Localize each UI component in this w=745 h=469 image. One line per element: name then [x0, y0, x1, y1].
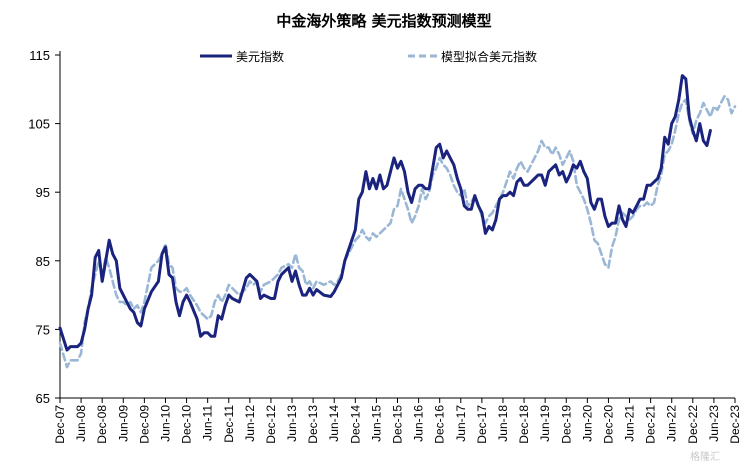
x-tick-label: Jun-22 [665, 405, 679, 442]
x-tick-label: Dec-12 [264, 405, 278, 444]
x-tick-label: Dec-13 [306, 405, 320, 444]
x-tick-label: Jun-17 [454, 405, 468, 442]
watermark: 格隆汇 [690, 450, 720, 463]
x-tick-label: Jun-19 [538, 405, 552, 442]
x-tick-label: Jun-16 [412, 405, 426, 442]
x-tick-label: Dec-19 [559, 405, 573, 444]
x-tick-label: Dec-07 [53, 405, 67, 444]
x-tick-label: Jun-09 [116, 405, 130, 442]
y-axis: 65 75 85 95 105 115 [28, 48, 61, 406]
x-tick-label: Jun-08 [74, 405, 88, 442]
x-tick-label: Jun-21 [623, 405, 637, 442]
x-tick-label: Dec-23 [728, 405, 742, 444]
y-tick-label: 85 [36, 254, 50, 269]
x-tick-label: Dec-11 [222, 405, 236, 443]
x-tick-label: Dec-09 [137, 405, 151, 444]
x-tick-label: Jun-10 [158, 405, 172, 442]
x-tick-label: Dec-18 [517, 405, 531, 444]
y-tick-label: 65 [36, 391, 50, 406]
x-tick-label: Jun-20 [580, 405, 594, 442]
legend-label-model: 模型拟合美元指数 [441, 49, 537, 64]
x-tick-label: Jun-13 [285, 405, 299, 442]
x-tick-label: Dec-08 [95, 405, 109, 444]
x-tick-label: Dec-16 [433, 405, 447, 444]
x-tick-label: Dec-21 [644, 405, 658, 444]
x-tick-label: Jun-12 [243, 405, 257, 442]
chart-title: 中金海外策略 美元指数预测模型 [276, 12, 491, 30]
x-tick-label: Dec-17 [475, 405, 489, 444]
x-axis: Dec-07 Jun-08 Dec-08 Jun-09 Dec-09 Jun-10 Dec-… [53, 397, 742, 444]
x-tick-label: Dec-22 [686, 405, 700, 444]
series-line-dollar-index [58, 74, 712, 352]
legend-label-actual: 美元指数 [236, 49, 284, 64]
x-tick-label: Dec-15 [391, 405, 405, 444]
x-tick-label: Dec-10 [180, 405, 194, 444]
series-layer [58, 74, 737, 369]
series-line-model-fit [58, 94, 737, 369]
y-tick-label: 105 [28, 117, 50, 132]
x-tick-label: Jun-14 [327, 405, 341, 442]
x-tick-label: Jun-18 [496, 405, 510, 442]
y-tick-label: 115 [29, 48, 50, 63]
x-tick-label: Dec-20 [601, 405, 615, 444]
y-tick-label: 75 [36, 322, 50, 337]
x-tick-label: Jun-11 [201, 405, 215, 441]
legend: 美元指数 模型拟合美元指数 [200, 49, 537, 64]
x-tick-label: Jun-15 [369, 405, 383, 442]
x-tick-label: Dec-14 [348, 405, 362, 444]
y-tick-label: 95 [36, 185, 50, 200]
x-tick-label: Jun-23 [707, 405, 721, 442]
